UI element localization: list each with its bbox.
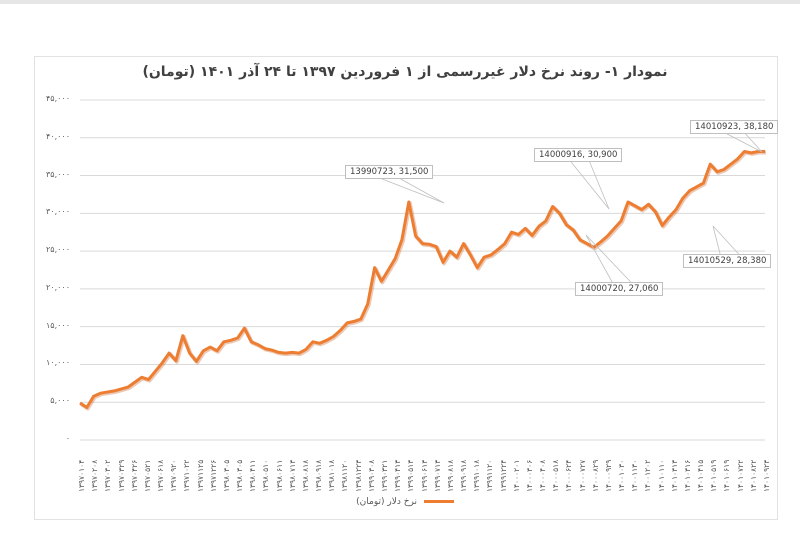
data-callout: 14000916, 30,900 xyxy=(534,148,623,162)
x-tick-label: ۱۳۹۷۱۲۲۶ xyxy=(208,459,218,492)
x-tick-label: ۱۳۹۹۰۷۱۳ xyxy=(432,459,442,492)
x-tick-label: ۱۳۹۸۰۹۱۸ xyxy=(314,459,324,492)
y-tick-label: ۴۰,۰۰۰ xyxy=(45,131,70,141)
x-tick-label: ۱۳۹۹۱۱۲۰ xyxy=(485,459,495,492)
y-tick-label: ۵,۰۰۰ xyxy=(50,396,70,406)
x-tick-label: ۱۳۹۸۰۶۱۱ xyxy=(274,459,284,492)
callout-leader-line xyxy=(712,225,739,255)
x-tick-label: ۱۳۹۷۱۱۲۵ xyxy=(195,459,205,492)
x-tick-label: ۱۳۹۹۰۵۱۳ xyxy=(406,459,416,492)
series-line-dollar-rate xyxy=(79,150,765,409)
callout-leader-line xyxy=(400,178,445,204)
callout-leader-line xyxy=(712,225,721,255)
y-tick-label: ۱۵,۰۰۰ xyxy=(45,320,70,330)
x-tick-label: ۱۳۹۹۰۳۰۸ xyxy=(366,459,376,492)
x-tick-label: ۱۳۹۸۱۲۲۳ xyxy=(353,459,363,492)
y-tick-label: ۳۰,۰۰۰ xyxy=(45,207,70,217)
x-tick-label: ۱۴۰۰۰۵۱۸ xyxy=(551,459,561,492)
x-tick-label: ۱۴۰۱۰۷۲۲ xyxy=(735,459,745,492)
x-tick-label: ۱۴۰۱۰۶۱۹ xyxy=(722,459,732,492)
x-tick-label: ۱۳۹۸۰۸۱۸ xyxy=(300,459,310,492)
x-tick-label: ۱۳۹۹۰۹۱۸ xyxy=(459,459,469,492)
x-tick-label: ۱۳۹۷۰۶۱۸ xyxy=(156,459,166,492)
x-tick-label: ۱۴۰۱۰۱۱۰ xyxy=(656,459,666,492)
data-callout: 14010529, 28,380 xyxy=(683,254,772,268)
x-tick-label: ۱۴۰۰۱۲۰۲ xyxy=(643,459,653,492)
x-tick-label: ۱۳۹۹۰۴۱۳ xyxy=(393,459,403,492)
x-tick-label: ۱۴۰۰۱۱۳۰ xyxy=(630,459,640,492)
x-tick-label: ۱۴۰۰۰۶۲۴ xyxy=(564,459,574,492)
legend-label: نرخ دلار (تومان) xyxy=(356,497,417,507)
chart-title: نمودار ۱- روند نرخ دلار غیررسمی از ۱ فرو… xyxy=(142,64,668,80)
x-tick-label: ۱۴۰۰۰۹۲۹ xyxy=(603,459,613,492)
x-tick-label: ۱۴۰۱۰۹۲۳ xyxy=(762,459,771,492)
legend-swatch xyxy=(423,500,454,503)
x-tick-label: ۱۳۹۷۰۱۰۴ xyxy=(77,459,86,492)
y-tick-label: ۱۰,۰۰۰ xyxy=(45,358,70,368)
callout-leader-line xyxy=(381,178,445,204)
top-strip xyxy=(0,0,800,4)
x-tick-label: ۱۴۰۰۰۳۰۶ xyxy=(524,459,534,492)
callout-leader-line xyxy=(585,234,613,283)
y-tick-label: ۳۵,۰۰۰ xyxy=(45,169,70,179)
x-tick-label: ۱۳۹۸۱۱۲۰ xyxy=(340,459,350,492)
x-tick-label: ۱۳۹۷۰۲۰۸ xyxy=(90,459,100,492)
series-shadow xyxy=(79,150,766,411)
y-tick-label: ۲۰,۰۰۰ xyxy=(45,282,70,292)
x-tick-label: ۱۴۰۰۰۴۰۸ xyxy=(538,459,548,492)
x-tick-label: ۱۴۰۰۱۰۳۰ xyxy=(617,459,627,492)
y-tick-label: ۲۵,۰۰۰ xyxy=(45,245,70,255)
x-tick-label: ۱۳۹۸۰۳۰۵ xyxy=(235,459,245,492)
x-tick-label: ۱۳۹۹۱۰۱۸ xyxy=(472,459,482,492)
x-tick-label: ۱۳۹۷۰۴۲۶ xyxy=(129,459,139,492)
y-tick-label: ۰ xyxy=(65,434,70,443)
x-tick-label: ۱۳۹۷۰۳۲۹ xyxy=(116,459,126,492)
x-tick-label: ۱۴۰۱۰۵۱۹ xyxy=(709,459,719,492)
x-tick-label: ۱۴۰۱۰۸۲۲ xyxy=(748,459,758,492)
callout-leader-line xyxy=(570,161,610,210)
data-callout: 13990723, 31,500 xyxy=(345,165,434,179)
callout-leader-line xyxy=(589,161,610,210)
x-tick-label: ۱۳۹۸۱۰۱۸ xyxy=(327,459,337,492)
x-tick-label: ۱۴۰۱۰۳۱۶ xyxy=(682,459,692,492)
callout-leader-line xyxy=(585,234,631,283)
data-callout: 14000720, 27,060 xyxy=(575,282,664,296)
callout-leader-line xyxy=(726,133,763,153)
x-tick-label: ۱۳۹۸۰۵۱۰ xyxy=(261,459,271,492)
x-tick-label: ۱۳۹۹۰۶۱۳ xyxy=(419,459,429,492)
y-tick-label: ۴۵,۰۰۰ xyxy=(45,94,70,103)
x-tick-label: ۱۴۰۰۰۷۲۷ xyxy=(577,459,587,492)
data-callout: 14010923, 38,180 xyxy=(690,120,779,134)
x-tick-label: ۱۳۹۸۰۳۰۵ xyxy=(221,459,231,492)
x-tick-label: ۱۳۹۷۰۹۲۰ xyxy=(169,459,179,492)
x-tick-label: ۱۳۹۹۰۳۲۱ xyxy=(379,459,389,492)
x-tick-label: ۱۳۹۷۰۵۲۱ xyxy=(142,459,152,492)
x-tick-label: ۱۴۰۰۰۲۰۱ xyxy=(511,459,521,492)
legend: نرخ دلار (تومان) xyxy=(34,497,776,507)
x-tick-label: ۱۴۰۰۰۸۲۹ xyxy=(590,459,600,492)
x-tick-label: ۱۴۰۱۰۳۱۳ xyxy=(669,459,679,492)
x-tick-label: ۱۳۹۸۰۷۱۳ xyxy=(287,459,297,492)
x-tick-label: ۱۴۰۱۰۴۱۵ xyxy=(696,459,706,492)
x-tick-label: ۱۳۹۹۰۸۱۸ xyxy=(445,459,455,492)
x-tick-label: ۱۳۹۷۰۳۰۲ xyxy=(103,459,113,492)
x-tick-label: ۱۳۹۹۱۲۲۴ xyxy=(498,459,508,492)
x-tick-label: ۱۳۹۸۰۴۱۱ xyxy=(248,459,258,492)
callout-leader-line xyxy=(745,133,763,153)
x-tick-label: ۱۳۹۷۱۰۲۲ xyxy=(182,459,192,492)
